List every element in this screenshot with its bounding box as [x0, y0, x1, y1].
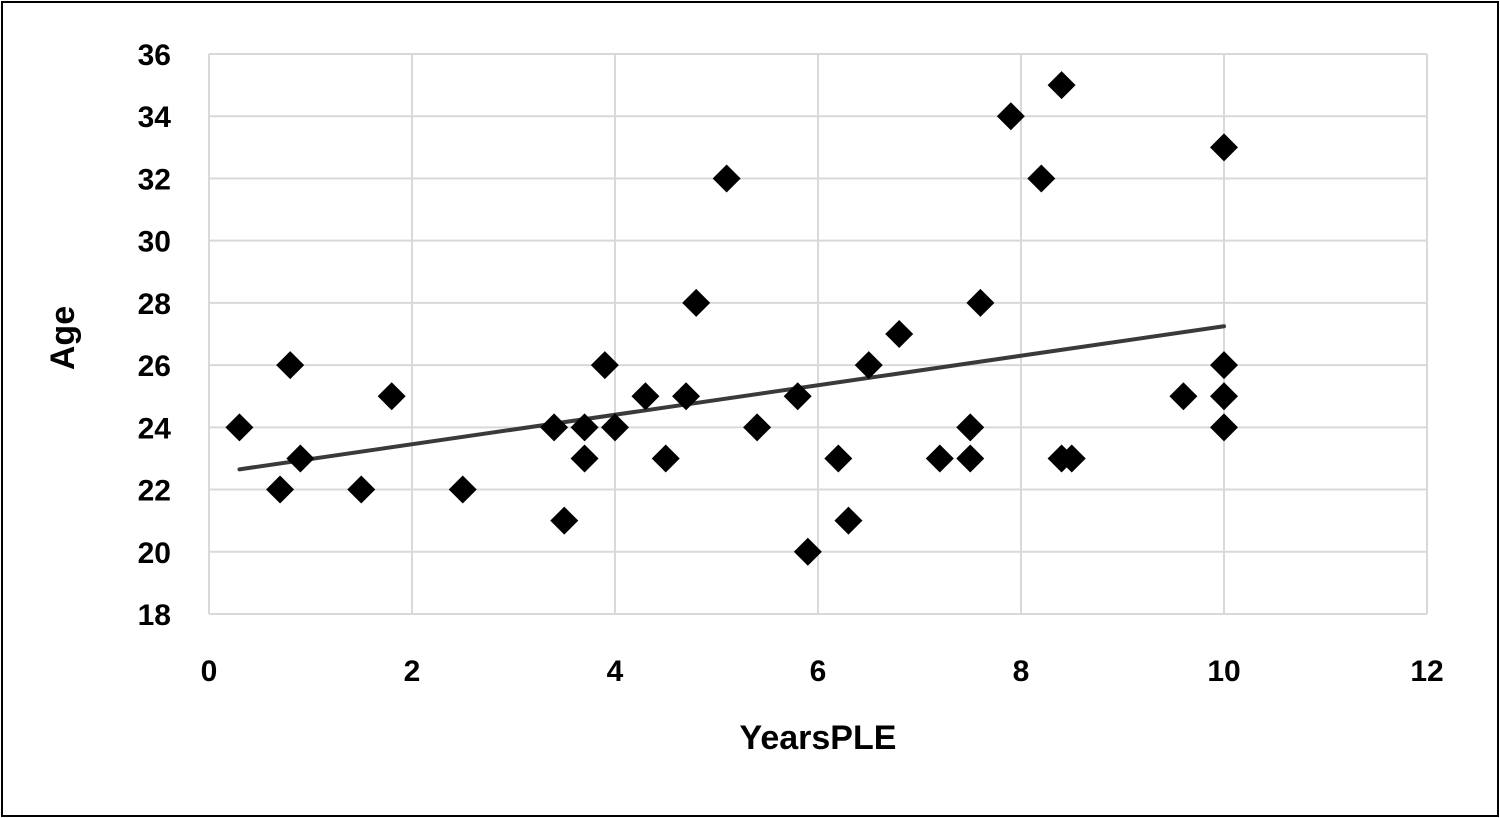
data-point [925, 444, 954, 473]
x-tick-label: 0 [201, 655, 218, 688]
data-point [276, 351, 305, 380]
data-point [448, 475, 477, 504]
x-tick-label: 2 [404, 655, 421, 688]
data-point [682, 288, 711, 317]
data-point [743, 413, 772, 442]
data-point [1169, 382, 1198, 411]
x-axis-title: YearsPLE [740, 719, 897, 757]
data-point [966, 288, 995, 317]
data-point [824, 444, 853, 473]
data-point [540, 413, 569, 442]
data-point [570, 444, 599, 473]
x-tick-label: 8 [1013, 655, 1030, 688]
y-tick-label: 18 [138, 599, 171, 632]
data-point [1210, 351, 1238, 380]
y-tick-label: 20 [138, 537, 171, 570]
y-tick-label: 26 [138, 350, 171, 383]
y-tick-label: 28 [138, 288, 171, 321]
data-point [834, 506, 863, 535]
data-point [1210, 382, 1238, 411]
data-point [783, 382, 812, 411]
data-point [266, 475, 295, 504]
data-point [712, 164, 741, 193]
data-points [225, 71, 1238, 566]
data-point [286, 444, 315, 473]
data-point [601, 413, 629, 442]
data-point [1057, 444, 1086, 473]
x-tick-label: 6 [810, 655, 827, 688]
gridlines [208, 53, 1428, 615]
y-tick-label: 30 [138, 226, 171, 259]
y-tick-label: 24 [138, 412, 172, 445]
data-point [590, 351, 619, 380]
data-point [956, 413, 985, 442]
data-point [550, 506, 579, 535]
x-tick-label: 4 [607, 655, 624, 688]
data-point [672, 382, 701, 411]
trendline-layer [237, 324, 1226, 472]
data-point [885, 320, 914, 348]
y-tick-label: 32 [138, 163, 171, 196]
y-tick-label: 36 [138, 39, 171, 72]
data-point [996, 102, 1025, 131]
data-point [1210, 133, 1238, 162]
data-point [1047, 71, 1076, 100]
y-tick-label: 22 [138, 475, 171, 508]
data-point [225, 413, 254, 442]
data-point [854, 351, 883, 380]
data-point [956, 444, 985, 473]
x-tick-label: 10 [1207, 655, 1240, 688]
y-axis-title: Age [44, 306, 82, 370]
data-point [651, 444, 680, 473]
y-tick-label: 34 [138, 101, 172, 134]
data-point [347, 475, 376, 504]
x-tick-label: 12 [1410, 655, 1443, 688]
trendline [237, 324, 1226, 472]
data-point [631, 382, 660, 411]
data-point [1027, 164, 1056, 193]
data-point [1210, 413, 1238, 442]
data-point [793, 537, 822, 566]
data-point [570, 413, 599, 442]
data-point [377, 382, 406, 411]
